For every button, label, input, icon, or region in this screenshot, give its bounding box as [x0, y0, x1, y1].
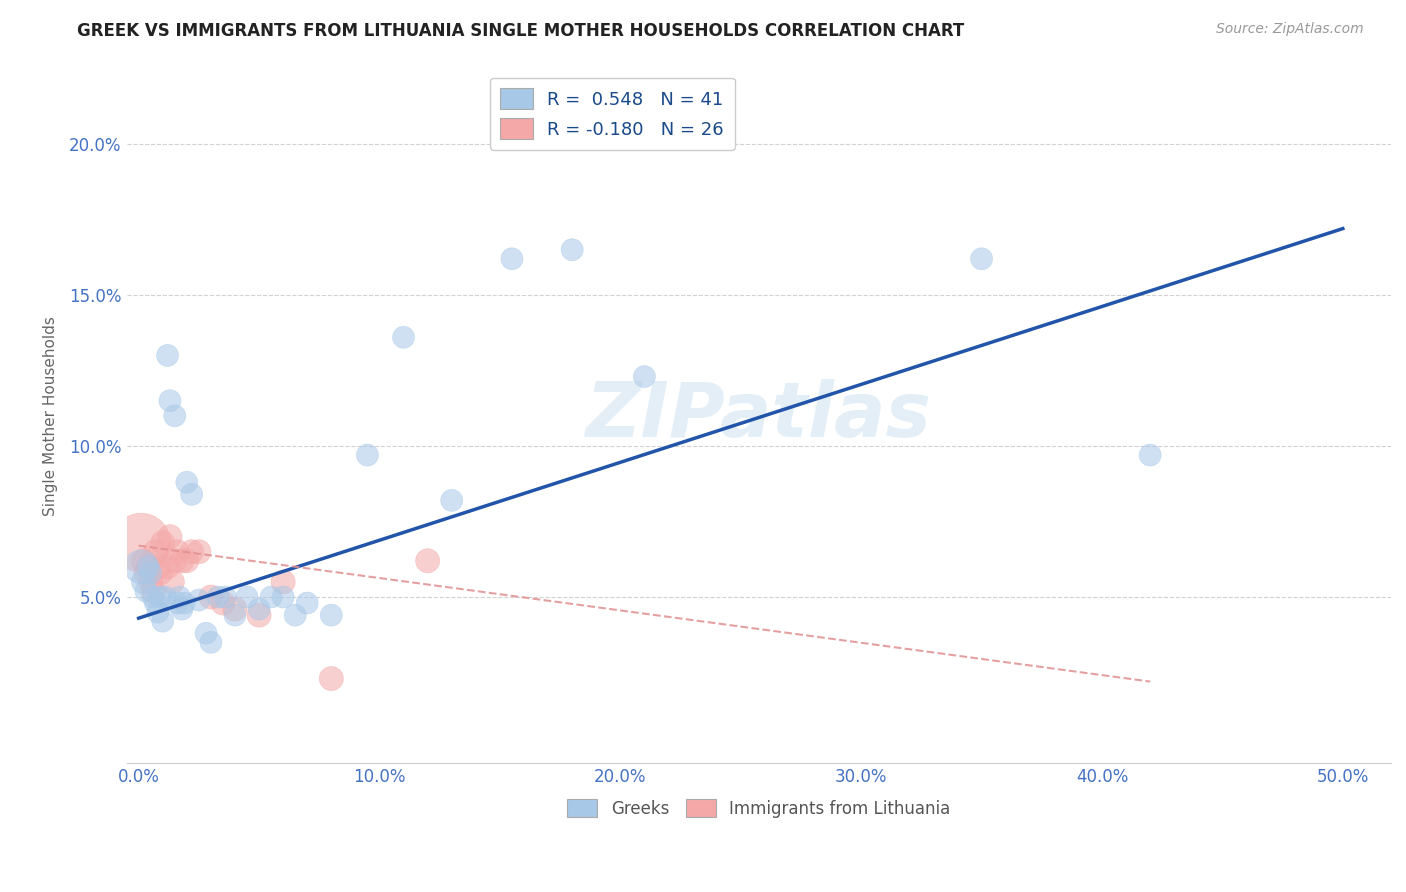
- Point: [501, 252, 523, 266]
- Point: [142, 590, 165, 604]
- Point: [214, 590, 236, 604]
- Point: [224, 602, 246, 616]
- Point: [297, 596, 319, 610]
- Point: [284, 608, 307, 623]
- Point: [152, 535, 174, 549]
- Point: [135, 566, 157, 580]
- Y-axis label: Single Mother Households: Single Mother Households: [44, 316, 58, 516]
- Point: [271, 590, 294, 604]
- Point: [207, 590, 229, 604]
- Point: [187, 545, 209, 559]
- Point: [163, 409, 186, 423]
- Point: [633, 369, 655, 384]
- Point: [224, 608, 246, 623]
- Point: [149, 590, 172, 604]
- Point: [132, 554, 155, 568]
- Point: [356, 448, 378, 462]
- Point: [170, 602, 193, 616]
- Point: [145, 596, 167, 610]
- Point: [159, 393, 181, 408]
- Point: [163, 554, 186, 568]
- Point: [561, 243, 583, 257]
- Point: [145, 545, 167, 559]
- Point: [152, 614, 174, 628]
- Point: [247, 602, 270, 616]
- Point: [135, 584, 157, 599]
- Point: [321, 672, 343, 686]
- Point: [1139, 448, 1161, 462]
- Point: [321, 608, 343, 623]
- Point: [146, 559, 169, 574]
- Point: [146, 605, 169, 619]
- Point: [136, 559, 159, 574]
- Point: [212, 596, 235, 610]
- Point: [180, 545, 202, 559]
- Point: [176, 475, 198, 490]
- Point: [132, 574, 155, 589]
- Point: [129, 559, 152, 574]
- Point: [195, 626, 218, 640]
- Point: [166, 596, 188, 610]
- Text: GREEK VS IMMIGRANTS FROM LITHUANIA SINGLE MOTHER HOUSEHOLDS CORRELATION CHART: GREEK VS IMMIGRANTS FROM LITHUANIA SINGL…: [77, 22, 965, 40]
- Point: [149, 566, 172, 580]
- Text: ZIPatlas: ZIPatlas: [586, 379, 932, 453]
- Point: [153, 590, 176, 604]
- Point: [156, 559, 179, 574]
- Point: [176, 554, 198, 568]
- Point: [173, 596, 195, 610]
- Point: [156, 348, 179, 362]
- Point: [416, 554, 439, 568]
- Point: [169, 590, 191, 604]
- Point: [260, 590, 283, 604]
- Point: [236, 590, 259, 604]
- Point: [440, 493, 463, 508]
- Point: [180, 487, 202, 501]
- Point: [247, 608, 270, 623]
- Point: [162, 574, 184, 589]
- Point: [139, 566, 162, 580]
- Legend: Greeks, Immigrants from Lithuania: Greeks, Immigrants from Lithuania: [561, 793, 957, 824]
- Point: [166, 545, 188, 559]
- Point: [170, 554, 193, 568]
- Point: [136, 559, 159, 574]
- Point: [200, 590, 222, 604]
- Point: [392, 330, 415, 344]
- Point: [159, 530, 181, 544]
- Point: [271, 574, 294, 589]
- Point: [200, 635, 222, 649]
- Point: [187, 593, 209, 607]
- Point: [142, 584, 165, 599]
- Point: [970, 252, 993, 266]
- Point: [129, 535, 152, 549]
- Point: [139, 574, 162, 589]
- Text: Source: ZipAtlas.com: Source: ZipAtlas.com: [1216, 22, 1364, 37]
